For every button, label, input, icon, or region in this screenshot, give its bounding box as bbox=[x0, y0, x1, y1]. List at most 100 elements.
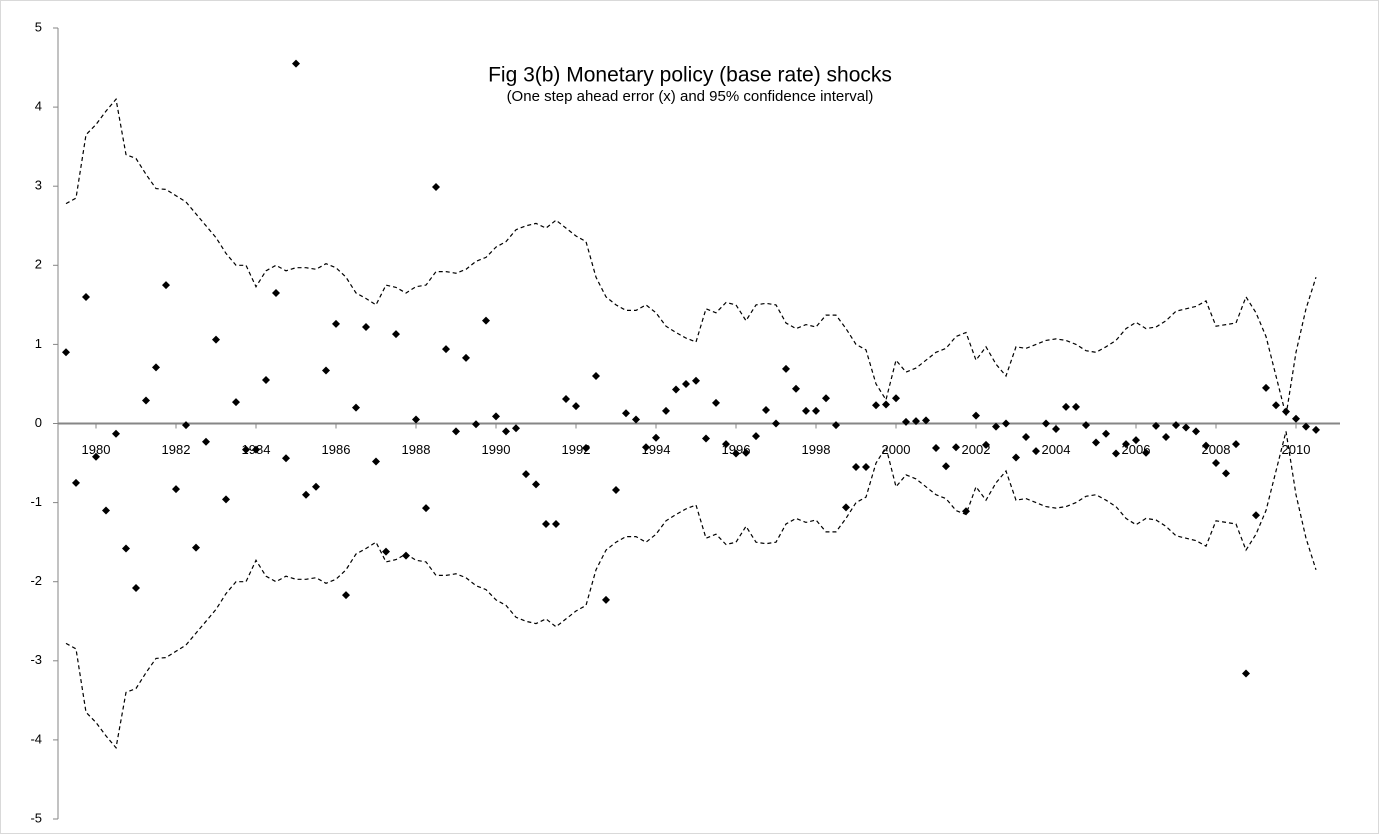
error-point bbox=[1272, 401, 1280, 410]
error-point bbox=[722, 440, 730, 449]
error-point bbox=[1052, 425, 1060, 434]
error-point bbox=[892, 394, 900, 403]
error-point bbox=[1022, 432, 1030, 441]
confidence-band-line bbox=[65, 431, 1317, 750]
x-tick-label: 1994 bbox=[642, 442, 671, 457]
y-tick-label: 1 bbox=[35, 336, 42, 351]
chart-title: Fig 3(b) Monetary policy (base rate) sho… bbox=[488, 64, 892, 87]
error-point bbox=[472, 420, 480, 429]
error-point bbox=[312, 482, 320, 491]
error-point bbox=[182, 421, 190, 430]
x-tick-label: 2010 bbox=[1282, 442, 1311, 457]
error-point bbox=[1002, 419, 1010, 428]
error-point bbox=[322, 366, 330, 375]
error-point bbox=[592, 372, 600, 381]
error-point bbox=[1042, 419, 1050, 428]
error-point bbox=[792, 384, 800, 393]
error-point bbox=[162, 281, 170, 290]
error-point bbox=[122, 544, 130, 553]
error-point bbox=[382, 547, 390, 556]
y-tick-label: 0 bbox=[35, 415, 42, 430]
error-point bbox=[192, 543, 200, 552]
error-point bbox=[332, 319, 340, 328]
error-point bbox=[1312, 425, 1320, 434]
error-point bbox=[392, 330, 400, 339]
error-point bbox=[62, 348, 70, 357]
y-tick-label: -2 bbox=[30, 573, 42, 588]
error-point bbox=[252, 445, 260, 454]
error-point bbox=[652, 433, 660, 442]
error-point bbox=[222, 495, 230, 504]
error-point bbox=[1212, 459, 1220, 468]
error-point bbox=[362, 322, 370, 331]
error-point bbox=[522, 470, 530, 479]
error-point bbox=[812, 406, 820, 415]
error-point bbox=[1292, 414, 1300, 423]
error-point bbox=[172, 485, 180, 494]
error-point bbox=[72, 478, 80, 487]
error-point bbox=[952, 443, 960, 452]
error-point bbox=[1232, 440, 1240, 449]
error-point bbox=[612, 485, 620, 494]
error-point bbox=[452, 427, 460, 436]
error-point bbox=[572, 402, 580, 411]
error-point bbox=[582, 444, 590, 453]
error-point bbox=[232, 398, 240, 407]
error-point bbox=[152, 363, 160, 372]
error-point bbox=[1132, 436, 1140, 445]
error-point bbox=[1082, 421, 1090, 430]
error-point bbox=[932, 444, 940, 453]
error-point bbox=[82, 292, 90, 301]
error-point bbox=[462, 353, 470, 362]
error-point bbox=[762, 406, 770, 415]
error-point bbox=[422, 504, 430, 513]
error-point bbox=[142, 396, 150, 405]
error-point bbox=[292, 59, 300, 68]
error-point bbox=[372, 457, 380, 466]
x-tick-label: 2004 bbox=[1042, 442, 1071, 457]
error-point bbox=[1172, 421, 1180, 430]
error-point bbox=[1302, 422, 1310, 431]
error-point bbox=[1202, 441, 1210, 450]
y-tick-label: 2 bbox=[35, 257, 42, 272]
error-point bbox=[872, 401, 880, 410]
error-point bbox=[1112, 449, 1120, 458]
error-point bbox=[832, 421, 840, 430]
error-point bbox=[632, 415, 640, 424]
error-point bbox=[1142, 448, 1150, 457]
error-point bbox=[692, 376, 700, 385]
error-point bbox=[922, 416, 930, 425]
x-tick-label: 1998 bbox=[802, 442, 831, 457]
error-point bbox=[962, 507, 970, 516]
error-point bbox=[802, 406, 810, 415]
error-point bbox=[1252, 511, 1260, 520]
error-point bbox=[1192, 427, 1200, 436]
error-point bbox=[782, 364, 790, 373]
error-point bbox=[492, 412, 500, 421]
error-point bbox=[1092, 438, 1100, 447]
error-point bbox=[512, 424, 520, 433]
chart-subtitle: (One step ahead error (x) and 95% confid… bbox=[507, 88, 874, 105]
error-point bbox=[622, 409, 630, 418]
error-point bbox=[282, 454, 290, 463]
error-point bbox=[1072, 402, 1080, 411]
error-point bbox=[132, 584, 140, 593]
error-point bbox=[662, 406, 670, 415]
error-point bbox=[1262, 383, 1270, 392]
error-point bbox=[242, 445, 250, 454]
error-point bbox=[212, 335, 220, 344]
error-point bbox=[102, 506, 110, 515]
error-point bbox=[642, 443, 650, 452]
error-point bbox=[1162, 432, 1170, 441]
error-point bbox=[532, 480, 540, 489]
x-tick-label: 1982 bbox=[162, 442, 191, 457]
y-tick-label: -3 bbox=[30, 652, 42, 667]
y-tick-label: -5 bbox=[30, 810, 42, 825]
error-point bbox=[552, 519, 560, 528]
error-point bbox=[502, 427, 510, 436]
error-point bbox=[402, 551, 410, 560]
x-tick-label: 1986 bbox=[322, 442, 351, 457]
x-tick-label: 1980 bbox=[82, 442, 111, 457]
y-tick-label: 3 bbox=[35, 178, 42, 193]
error-point bbox=[1222, 469, 1230, 478]
